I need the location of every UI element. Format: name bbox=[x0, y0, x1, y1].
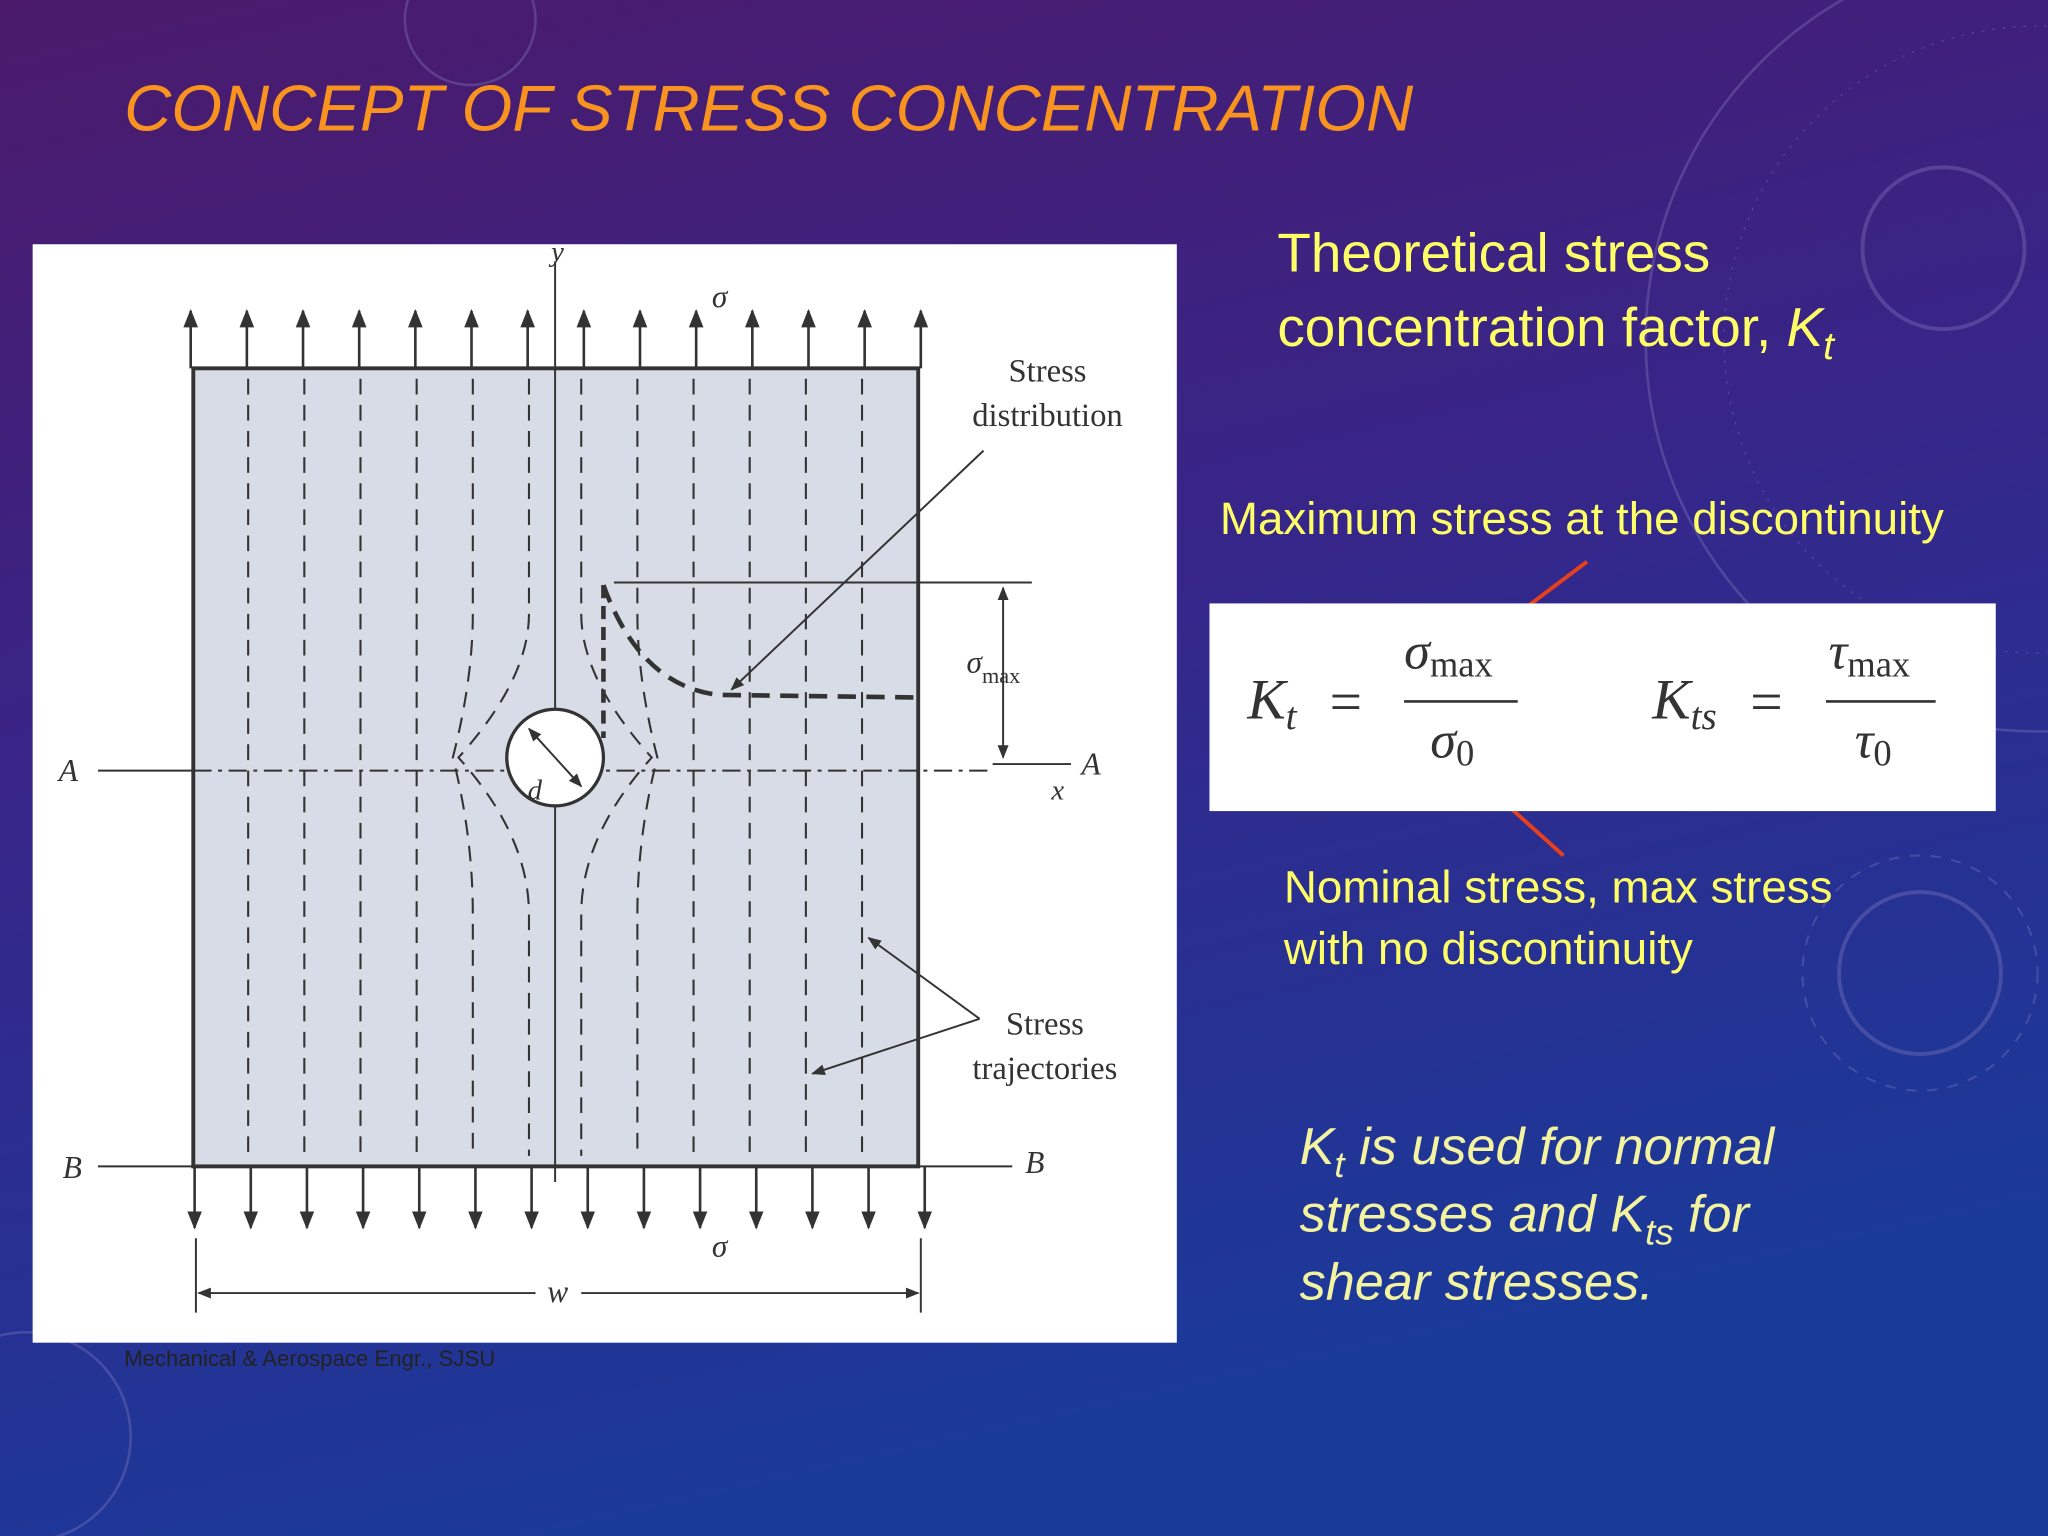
formula-denominator: τ0 bbox=[1855, 712, 1892, 774]
formula-numerator: τmax bbox=[1829, 623, 1911, 685]
definition-subscript: t bbox=[1823, 325, 1836, 368]
formula-symbol: τ bbox=[1855, 712, 1876, 770]
note-line: shear stresses. bbox=[1300, 1254, 1654, 1312]
formula-symbol: σ bbox=[1404, 623, 1432, 681]
x-axis-label: x bbox=[1050, 774, 1064, 806]
max-stress-annotation: Maximum stress at the discontinuity bbox=[1220, 493, 1944, 544]
note-symbol: K bbox=[1300, 1118, 1337, 1176]
stress-trajectory bbox=[636, 378, 659, 1156]
sigma-subscript: max bbox=[982, 663, 1020, 688]
note-text: for bbox=[1674, 1186, 1752, 1244]
section-label: A bbox=[1079, 747, 1101, 782]
formula-panel bbox=[1209, 603, 1996, 812]
nominal-annotation: with no discontinuity bbox=[1283, 923, 1693, 974]
formula-subscript: max bbox=[1430, 644, 1493, 685]
note-line: Kt is used for normal bbox=[1300, 1118, 1776, 1185]
trajectory-leader bbox=[811, 1017, 980, 1075]
formula-symbol: σ bbox=[1430, 712, 1458, 770]
note-subscript: t bbox=[1334, 1144, 1346, 1185]
definition-text: concentration factor, bbox=[1277, 296, 1786, 358]
formula-numerator: σmax bbox=[1404, 623, 1493, 685]
formula-symbol: K bbox=[1246, 668, 1288, 731]
stress-trajectories-label: Stress bbox=[1006, 1006, 1084, 1042]
formula-symbol: τ bbox=[1829, 623, 1850, 681]
sigma-bottom: σ bbox=[712, 1228, 729, 1263]
stress-trajectories-label: trajectories bbox=[972, 1051, 1117, 1087]
diameter-arrow bbox=[528, 727, 583, 788]
formula-equals: = bbox=[1330, 671, 1362, 734]
note-subscript: ts bbox=[1645, 1212, 1673, 1253]
y-axis-label: y bbox=[548, 236, 564, 268]
stress-distribution-label: distribution bbox=[972, 398, 1123, 434]
note-text: is used for normal bbox=[1345, 1118, 1776, 1176]
formula: Kt = σmax σ0 Kts = τmax τ0 bbox=[1246, 623, 1936, 774]
trajectory-leader bbox=[867, 936, 981, 1020]
note-text: stresses and K bbox=[1300, 1186, 1648, 1244]
definition-line: Theoretical stress bbox=[1277, 222, 1710, 284]
formula-symbol: K bbox=[1651, 668, 1693, 731]
sigma-symbol: σ bbox=[967, 645, 984, 680]
sigma-max-label: σmax bbox=[967, 645, 1021, 688]
slide-title: CONCEPT OF STRESS CONCENTRATION bbox=[124, 72, 1414, 145]
stress-distribution-curve bbox=[601, 584, 919, 700]
nominal-annotation: Nominal stress, max stress bbox=[1284, 862, 1833, 913]
formula-lhs: Kts bbox=[1651, 668, 1716, 737]
formula-equals: = bbox=[1750, 671, 1782, 734]
sigma-top: σ bbox=[712, 279, 729, 314]
diameter-label: d bbox=[528, 774, 543, 806]
formula-lhs: Kt bbox=[1246, 668, 1297, 737]
formula-subscript: t bbox=[1286, 695, 1298, 738]
definition-symbol: K bbox=[1787, 296, 1826, 358]
stress-trajectory bbox=[580, 378, 654, 1156]
definition-line: concentration factor, Kt bbox=[1277, 296, 1836, 368]
note: Kt is used for normal stresses and Kts f… bbox=[1300, 1118, 1776, 1312]
section-label: B bbox=[1025, 1145, 1044, 1180]
formula-denominator: σ0 bbox=[1430, 712, 1474, 774]
footer: Mechanical & Aerospace Engr., SJSU bbox=[124, 1346, 495, 1371]
distribution-leader bbox=[730, 449, 985, 691]
formula-subscript: ts bbox=[1691, 695, 1717, 738]
stress-trajectory bbox=[457, 378, 531, 1156]
formula-subscript: max bbox=[1847, 644, 1910, 685]
stress-distribution-label: Stress bbox=[1009, 353, 1087, 389]
section-label: A bbox=[57, 753, 79, 788]
formula-subscript: 0 bbox=[1873, 732, 1891, 773]
stress-trajectory bbox=[451, 378, 474, 1156]
width-label: w bbox=[547, 1274, 568, 1309]
note-line: stresses and Kts for bbox=[1300, 1186, 1752, 1253]
section-label: B bbox=[63, 1150, 82, 1185]
formula-subscript: 0 bbox=[1456, 732, 1474, 773]
figure bbox=[97, 261, 1072, 1313]
